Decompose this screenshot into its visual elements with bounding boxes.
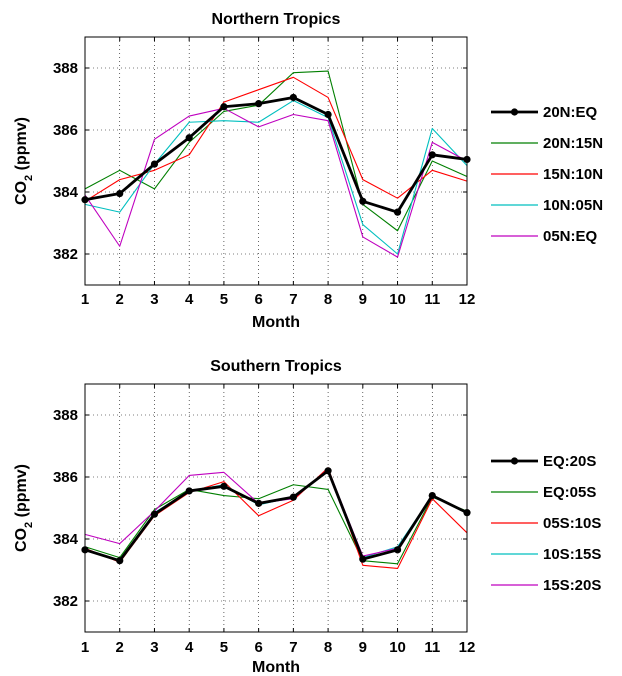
x-tick-label: 8 [324, 291, 332, 308]
x-tick-label: 5 [220, 291, 228, 308]
x-tick-label: 6 [254, 291, 262, 308]
legend-label: 05S:10S [543, 515, 601, 532]
x-tick-label: 4 [185, 291, 194, 308]
series-line-10n-05n [84, 100, 468, 255]
x-tick-label: 12 [459, 291, 476, 308]
y-axis-label: CO2 (ppmv) [13, 117, 35, 205]
data-point [150, 160, 159, 168]
data-point [359, 197, 367, 205]
data-point [359, 555, 367, 563]
legend-marker [510, 108, 519, 116]
x-tick-label: 12 [459, 639, 476, 656]
plot-area [85, 37, 467, 285]
y-tick-label: 384 [53, 184, 79, 201]
data-point [393, 546, 402, 554]
y-tick-label: 386 [53, 122, 78, 139]
legend-label: EQ:20S [543, 453, 596, 470]
x-axis-label: Month [252, 314, 300, 331]
axes-frame [84, 383, 468, 633]
x-tick-label: 3 [150, 639, 158, 656]
y-tick-label: 388 [53, 60, 78, 77]
y-tick-label: 382 [53, 593, 78, 610]
legend-label: 10N:05N [543, 197, 603, 214]
axes-frame [84, 36, 468, 286]
y-tick-label: 384 [53, 531, 79, 548]
data-point [255, 100, 263, 108]
y-axis-label-subscript: 2 [23, 522, 35, 528]
y-axis-label-main: CO [13, 181, 30, 205]
legend-label: 20N:15N [543, 135, 603, 152]
legend-label: 15S:20S [543, 577, 601, 594]
series-line-eq-20s [84, 469, 468, 563]
legend-label: 20N:EQ [543, 104, 598, 121]
y-axis-label-unit: (ppmv) [13, 464, 30, 522]
x-tick-label: 9 [359, 639, 367, 656]
legend-label: 10S:15S [543, 546, 601, 563]
x-tick-label: 9 [359, 291, 367, 308]
x-tick-label: 10 [389, 639, 406, 656]
y-axis-label-main: CO [13, 528, 30, 552]
legend-label: 05N:EQ [543, 228, 598, 245]
x-tick-label: 2 [116, 291, 124, 308]
y-tick-label: 388 [53, 407, 78, 424]
x-tick-label: 11 [424, 639, 440, 656]
data-point [220, 103, 228, 111]
data-point [324, 467, 332, 475]
data-point [393, 208, 402, 216]
x-tick-label: 11 [424, 291, 440, 308]
x-tick-label: 5 [220, 639, 228, 656]
y-tick-label: 382 [53, 246, 78, 263]
x-tick-label: 2 [116, 639, 124, 656]
data-point [116, 189, 124, 198]
x-tick-label: 6 [254, 639, 262, 656]
data-point [116, 557, 124, 565]
data-point [220, 482, 228, 490]
legend-label: 15N:10N [543, 166, 603, 183]
x-tick-label: 1 [81, 291, 89, 308]
x-tick-label: 8 [324, 639, 332, 656]
x-axis-label: Month [252, 659, 300, 676]
data-point [255, 499, 263, 507]
data-point [428, 151, 436, 159]
y-axis-label-unit: (ppmv) [13, 117, 30, 175]
chart-title: Southern Tropics [210, 358, 342, 375]
data-point [150, 510, 159, 518]
x-tick-label: 4 [185, 639, 194, 656]
series-line-eq-05s [84, 484, 468, 565]
y-tick-label: 386 [53, 469, 78, 486]
x-tick-label: 10 [389, 291, 406, 308]
x-tick-label: 7 [289, 291, 297, 308]
series-line-20n-15n [84, 70, 468, 232]
legend-label: EQ:05S [543, 484, 596, 501]
data-point [185, 487, 193, 495]
x-tick-label: 1 [81, 639, 89, 656]
x-tick-label: 3 [150, 291, 158, 308]
series-line-05n-eq [84, 107, 468, 258]
x-tick-label: 7 [289, 639, 297, 656]
data-point [324, 110, 332, 119]
data-point [428, 492, 436, 500]
data-point [185, 134, 193, 142]
legend-marker [510, 457, 519, 465]
y-axis-label-subscript: 2 [23, 175, 35, 181]
chart-title: Northern Tropics [212, 11, 341, 28]
data-point [289, 93, 297, 102]
y-axis-label: CO2 (ppmv) [13, 464, 35, 552]
series-line-20n-eq [84, 96, 468, 214]
data-point [289, 493, 297, 501]
